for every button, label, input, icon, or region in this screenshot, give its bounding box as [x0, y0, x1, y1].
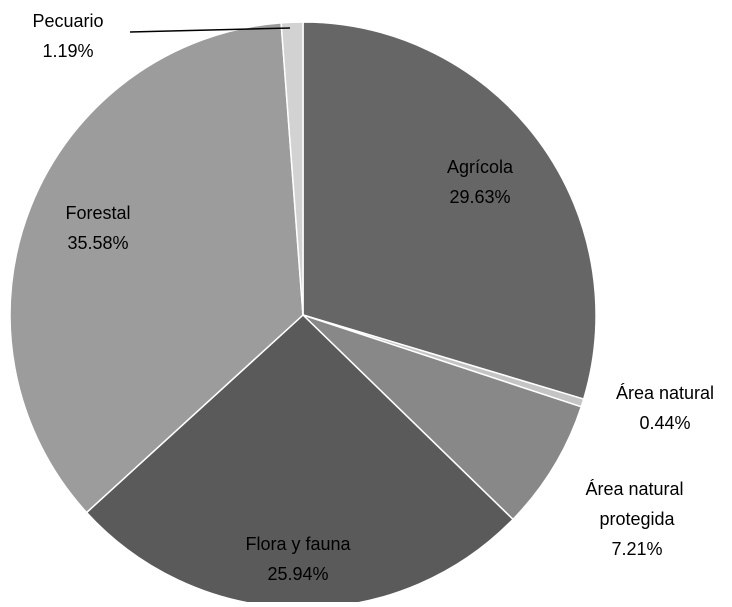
label-line: protegida [599, 509, 675, 529]
category-label: Forestal [65, 203, 130, 223]
pie-slice [280, 21, 304, 316]
label-line: Área natural [585, 479, 688, 499]
value-label: 35.58% [67, 233, 128, 253]
leader-line [129, 27, 291, 33]
pie-slice [302, 21, 597, 401]
value-label: 25.94% [267, 564, 328, 584]
category-label: Pecuario [32, 11, 103, 31]
value-label: 1.19% [42, 41, 93, 61]
value-label: 0.44% [639, 413, 690, 433]
category-label: Área natural protegida [585, 479, 688, 529]
category-label: Agrícola [447, 157, 514, 177]
value-label: 29.63% [449, 187, 510, 207]
pie-slice [9, 22, 304, 514]
value-label: 7.21% [611, 539, 662, 559]
category-label: Área natural [616, 383, 714, 403]
pie-slice [302, 314, 583, 521]
category-label: Flora y fauna [245, 534, 351, 554]
pie-slice [85, 313, 515, 607]
